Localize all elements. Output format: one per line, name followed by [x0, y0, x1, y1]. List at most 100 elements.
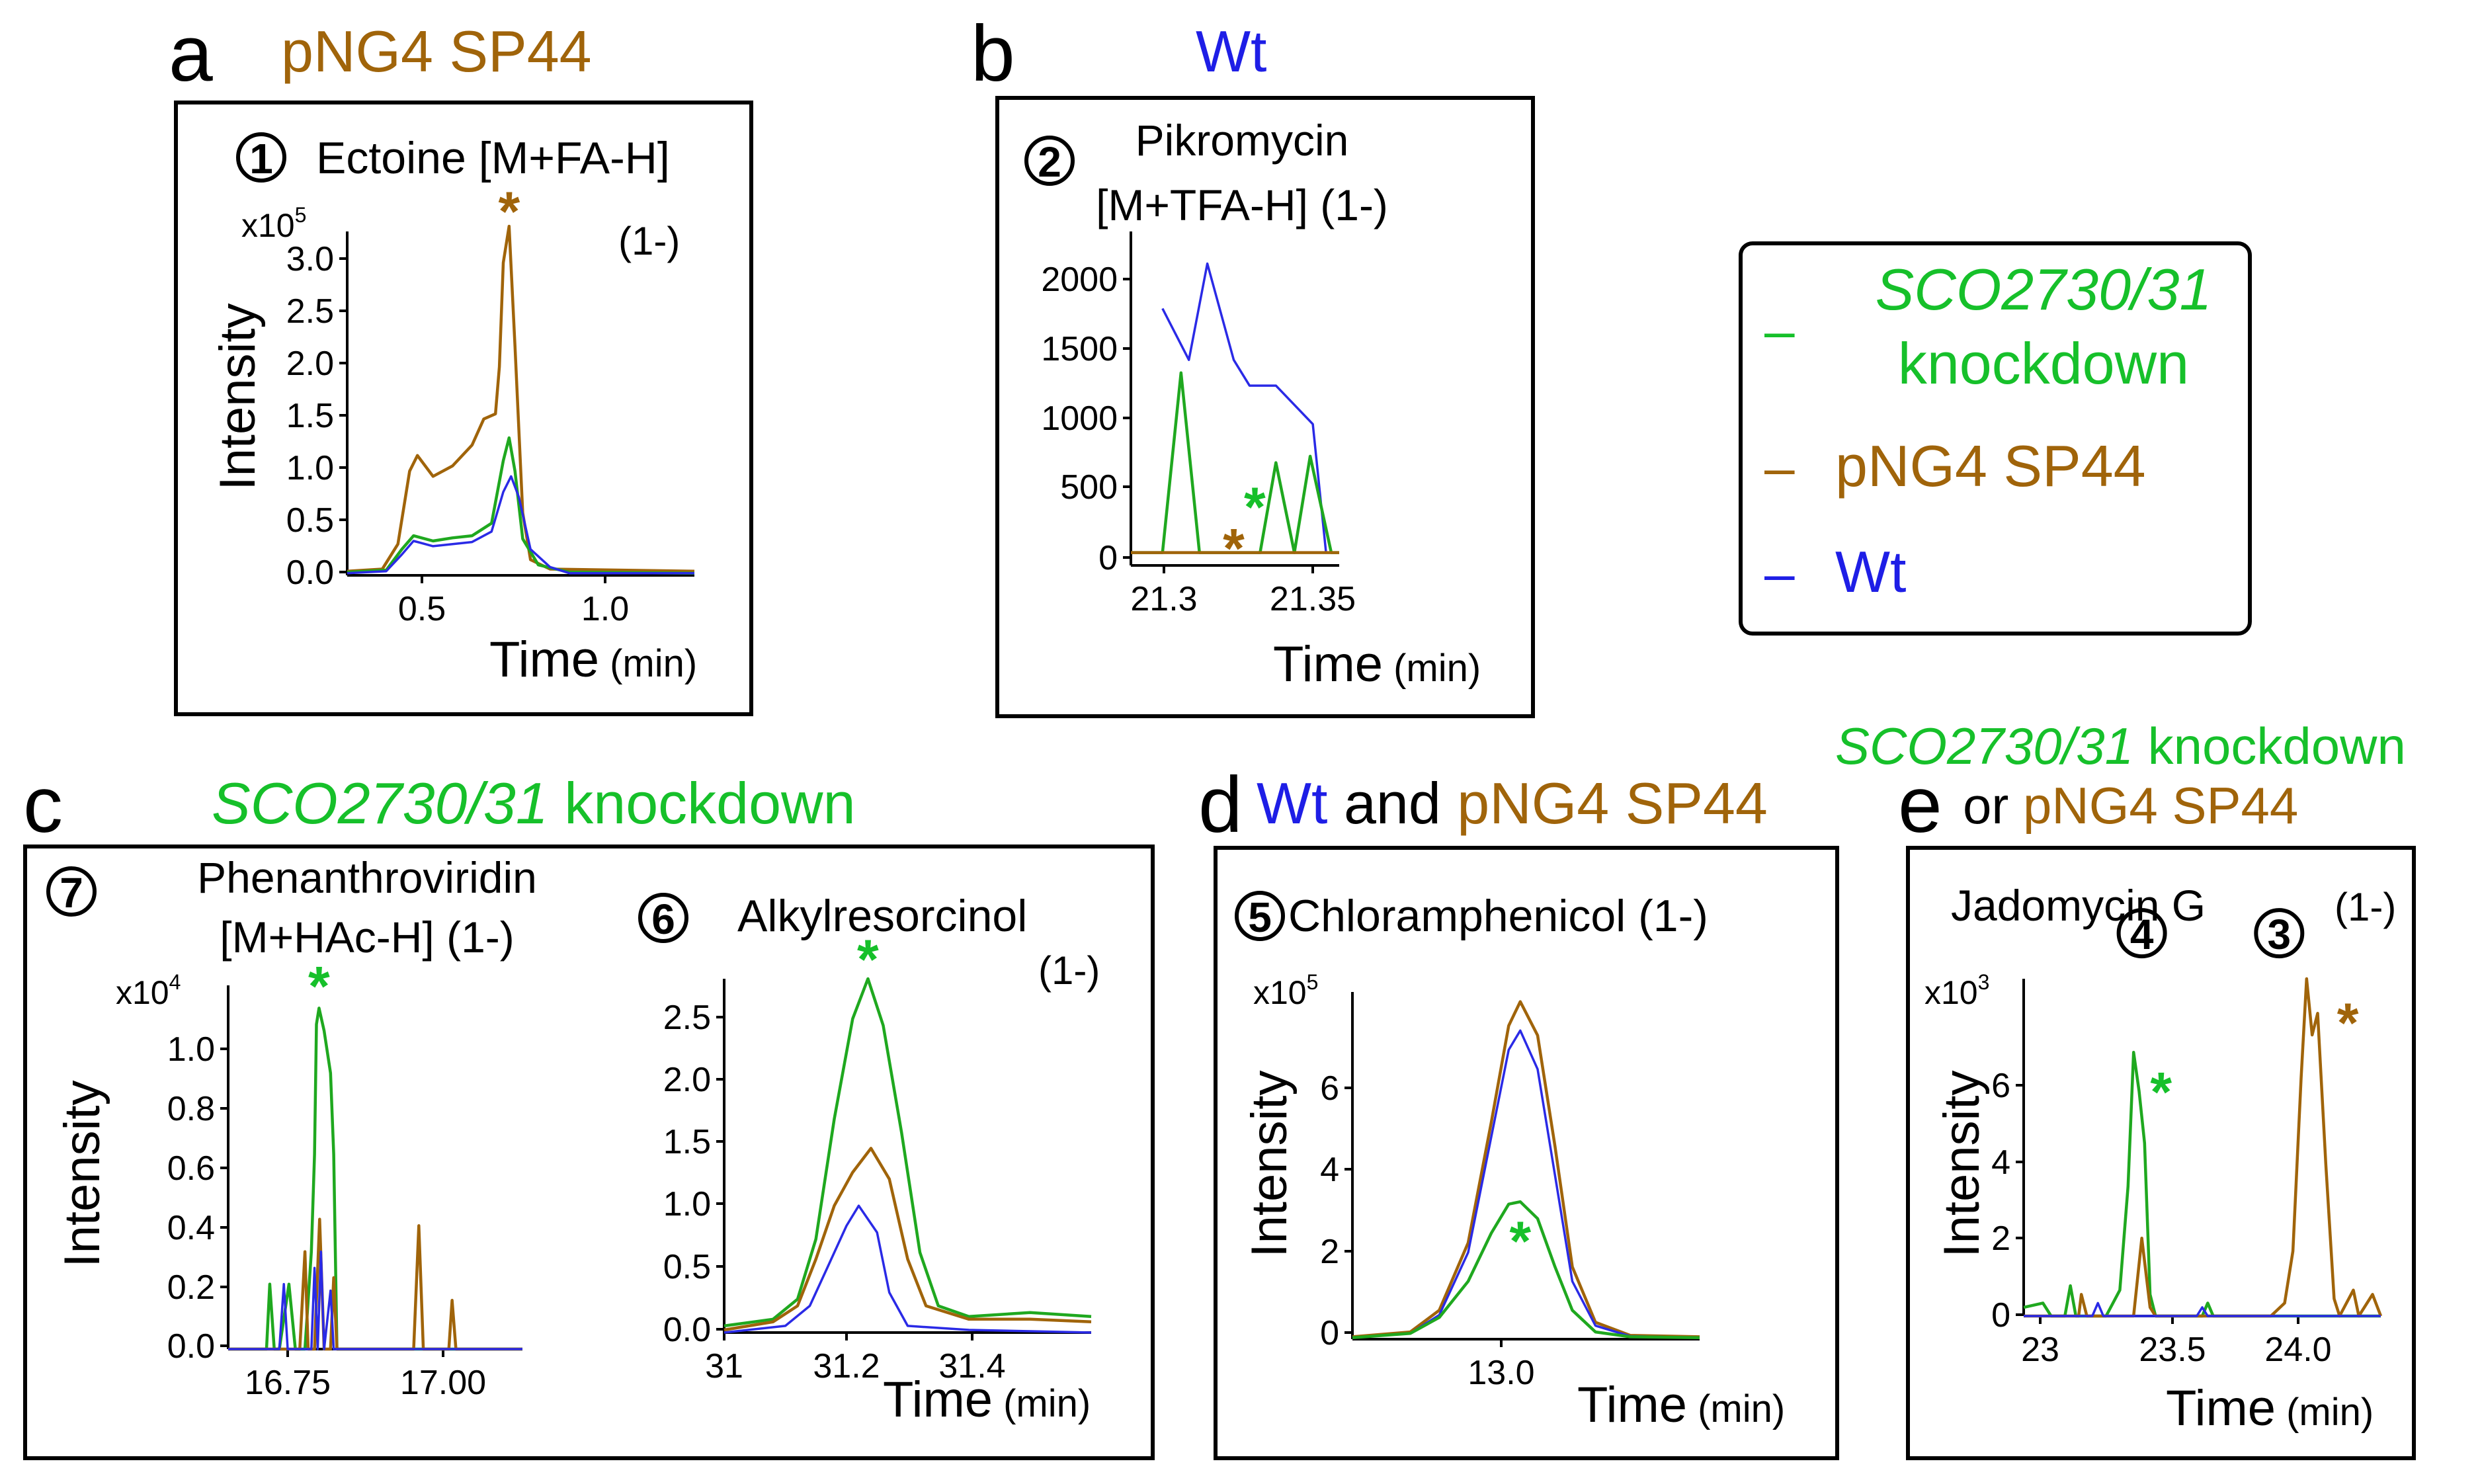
- y-tick-label: 4: [1991, 1143, 2010, 1182]
- x-tick-label: 31: [705, 1347, 743, 1385]
- panel-d-xlabel: Time (min): [1577, 1377, 1785, 1433]
- x-tick-label: 13.0: [1467, 1354, 1534, 1392]
- compound-marker-6: 6: [638, 893, 688, 943]
- panel-b-compound: Pikromycin: [1136, 116, 1349, 165]
- compound-marker-3: 3: [2254, 908, 2305, 959]
- panel-c-compound-adduct: [M+HAc-H] (1-): [220, 913, 515, 962]
- x-tick-label: 21.35: [1270, 580, 1356, 618]
- svg-text:1: 1: [249, 135, 273, 183]
- y-tick-label: 1500: [1041, 330, 1118, 368]
- series-line: [2024, 977, 2383, 1318]
- panel-e-box: [1906, 846, 2416, 1460]
- panel-c-compound-2: Alkylresorcinol: [737, 891, 1027, 941]
- y-tick-label: 1.5: [286, 397, 334, 435]
- panel-b-plot: 0 500 1000 1500 2000 21.3 21.35 **: [1041, 231, 1356, 618]
- y-tick-label: 1.0: [663, 1185, 711, 1223]
- panel-d-compound: Chloramphenicol (1-): [1288, 891, 1708, 941]
- svg-text:–: –: [1764, 301, 1795, 361]
- panel-d-multiplier: x105: [1253, 970, 1318, 1011]
- panel-letter-c: c: [23, 761, 63, 849]
- panel-d-box: [1214, 846, 1839, 1460]
- y-tick-label: 500: [1060, 468, 1118, 507]
- compound-marker-2: 2: [1024, 136, 1075, 186]
- y-tick-label: 1.5: [663, 1123, 711, 1161]
- peak-asterisk: *: [308, 955, 330, 1017]
- panel-e-header-line1: SCO2730/31 knockdown: [1835, 717, 2406, 775]
- legend: – SCO2730/31 knockdown – pNG4 SP44 – Wt: [1739, 241, 2252, 636]
- panel-letter-a: a: [169, 9, 213, 98]
- y-tick-label: 1.0: [167, 1030, 215, 1069]
- y-tick-label: 1000: [1041, 399, 1118, 438]
- panel-b-header: Wt: [1196, 19, 1267, 84]
- svg-text:–: –: [1764, 544, 1795, 604]
- panel-a-plot: 0.0 0.5 1.0 1.5 2.0 2.5 3.0 0.5 1.0 *: [286, 180, 695, 628]
- series-line: [228, 1217, 522, 1351]
- series-line: [1352, 1000, 1700, 1339]
- panel-a-xlabel: Time (min): [489, 632, 697, 688]
- legend-entry-wt: – Wt: [1764, 539, 1907, 604]
- compound-marker-5: 5: [1235, 891, 1285, 941]
- y-tick-label: 0: [1991, 1296, 2010, 1335]
- panel-c-ylabel: Intensity: [54, 1080, 110, 1267]
- y-tick-label: 2000: [1041, 261, 1118, 299]
- y-tick-label: 2: [1320, 1233, 1339, 1271]
- y-tick-label: 0.5: [286, 501, 334, 540]
- y-tick-label: 0.0: [167, 1327, 215, 1366]
- panel-a-compound: Ectoine [M+FA-H]: [316, 133, 670, 183]
- y-tick-label: 2.5: [286, 292, 334, 331]
- svg-text:6: 6: [651, 895, 675, 943]
- series-line: [723, 977, 1092, 1328]
- panel-c: c SCO2730/31 knockdown 7 Phenanthrovirid…: [23, 761, 1155, 1460]
- legend-entry-png4: – pNG4 SP44: [1764, 433, 2146, 499]
- panel-letter-e: e: [1898, 761, 1942, 849]
- peak-asterisk: *: [1223, 517, 1245, 579]
- x-tick-label: 31.2: [813, 1347, 880, 1385]
- panel-letter-b: b: [971, 9, 1015, 98]
- series-line: [1352, 1029, 1700, 1339]
- svg-text:5: 5: [1248, 893, 1272, 941]
- x-tick-label: 23: [2021, 1331, 2059, 1369]
- y-tick-label: 0.8: [167, 1090, 215, 1128]
- y-tick-label: 2.5: [663, 999, 711, 1037]
- compound-marker-1: 1: [236, 132, 286, 183]
- panel-c-right-plot: 0.0 0.5 1.0 1.5 2.0 2.5 31 31.2 31.4 *: [663, 928, 1092, 1385]
- x-tick-label: 24.0: [2264, 1331, 2331, 1369]
- panel-c-compound: Phenanthroviridin: [197, 853, 537, 902]
- y-tick-label: 0.0: [663, 1311, 711, 1349]
- y-tick-label: 0.6: [167, 1149, 215, 1188]
- peak-asterisk: *: [1509, 1210, 1531, 1272]
- panel-a-box: [174, 101, 753, 716]
- peak-asterisk: *: [498, 180, 520, 242]
- panel-d-header: Wt and pNG4 SP44: [1257, 770, 1768, 836]
- series-line: [1352, 1200, 1700, 1340]
- y-tick-label: 2.0: [663, 1061, 711, 1099]
- y-tick-label: 0.2: [167, 1268, 215, 1307]
- panel-e-charge: (1-): [2335, 885, 2396, 929]
- panel-c-header: SCO2730/31 knockdown: [212, 770, 856, 836]
- y-tick-label: 6: [1320, 1069, 1339, 1108]
- x-tick-label: 23.5: [2139, 1331, 2206, 1369]
- y-tick-label: 2: [1991, 1219, 2010, 1258]
- series-line: [2024, 1301, 2381, 1317]
- y-tick-label: 2.0: [286, 345, 334, 383]
- y-tick-label: 3.0: [286, 240, 334, 278]
- legend-box: [1739, 241, 2252, 636]
- legend-entry-knockdown: – SCO2730/31 knockdown: [1764, 257, 2211, 396]
- compound-marker-7: 7: [46, 866, 97, 917]
- peak-asterisk: *: [857, 928, 879, 991]
- panel-c-charge-2: (1-): [1038, 948, 1100, 993]
- peak-asterisk: *: [2150, 1061, 2172, 1123]
- panel-b-compound-adduct: [M+TFA-H] (1-): [1096, 181, 1388, 229]
- panel-d: d Wt and pNG4 SP44 5 Chloramphenicol (1-…: [1198, 761, 1839, 1460]
- svg-text:7: 7: [60, 869, 83, 917]
- y-tick-label: 0.4: [167, 1209, 215, 1247]
- y-tick-label: 0.0: [286, 554, 334, 592]
- peak-asterisk: *: [1244, 476, 1266, 538]
- panel-e-compound: Jadomycin G: [1951, 881, 2206, 930]
- panel-c-xlabel: Time (min): [883, 1372, 1091, 1428]
- x-tick-label: 0.5: [398, 590, 446, 628]
- panel-c-left-plot: 0.0 0.2 0.4 0.6 0.8 1.0 16.75 17.00 *: [167, 955, 522, 1402]
- panel-d-ylabel: Intensity: [1241, 1070, 1298, 1257]
- x-tick-label: 31.4: [938, 1347, 1005, 1385]
- panel-e-multiplier: x103: [1924, 970, 1989, 1011]
